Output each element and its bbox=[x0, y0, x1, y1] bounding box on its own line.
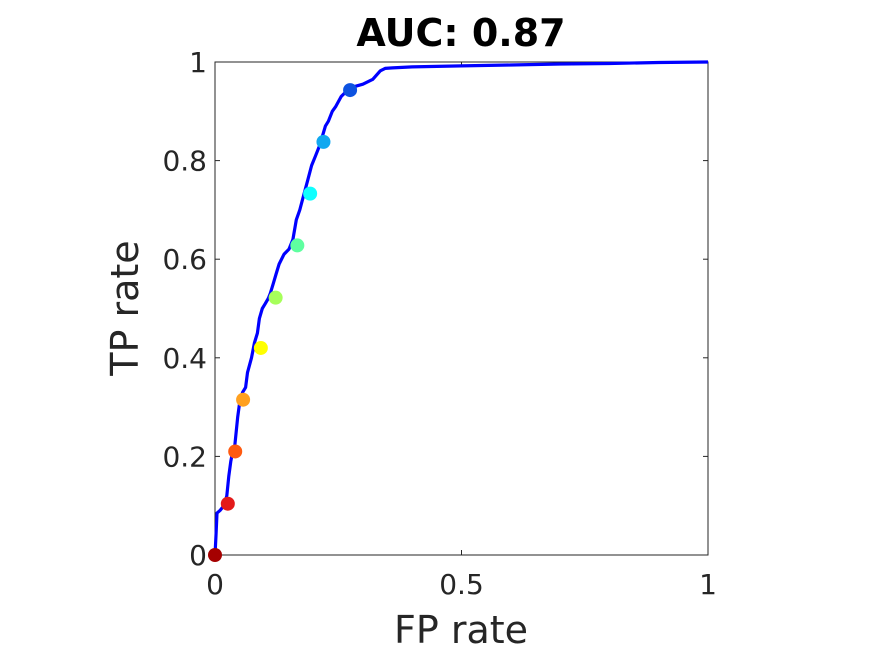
y-tick-label: 0.4 bbox=[162, 342, 207, 375]
x-tick-label: 1 bbox=[699, 568, 717, 601]
y-axis-label: TP rate bbox=[103, 240, 147, 376]
y-tick-label: 1 bbox=[189, 46, 207, 79]
threshold-markers bbox=[208, 83, 358, 562]
threshold-marker bbox=[208, 548, 222, 562]
x-tick-label: 0 bbox=[206, 568, 224, 601]
y-tick-label: 0 bbox=[189, 539, 207, 572]
threshold-marker bbox=[253, 340, 268, 355]
chart-title: AUC: 0.87 bbox=[356, 11, 565, 55]
plot-area bbox=[214, 61, 709, 556]
axis-ticks: 0 0.5 1 0 0.2 0.4 0.6 0.8 1 bbox=[162, 46, 716, 601]
threshold-marker bbox=[303, 186, 318, 201]
x-axis-label: FP rate bbox=[394, 608, 528, 652]
threshold-marker bbox=[290, 238, 305, 253]
threshold-marker bbox=[268, 290, 283, 305]
y-tick-label: 0.2 bbox=[162, 440, 207, 473]
threshold-marker bbox=[316, 134, 331, 149]
y-tick-label: 0.6 bbox=[162, 243, 207, 276]
x-tick-label: 0.5 bbox=[439, 568, 484, 601]
threshold-marker bbox=[220, 496, 235, 511]
y-tick-label: 0.8 bbox=[162, 145, 207, 178]
threshold-marker bbox=[228, 444, 243, 459]
threshold-marker bbox=[236, 392, 251, 407]
roc-curve bbox=[213, 60, 709, 556]
threshold-marker bbox=[343, 83, 358, 98]
